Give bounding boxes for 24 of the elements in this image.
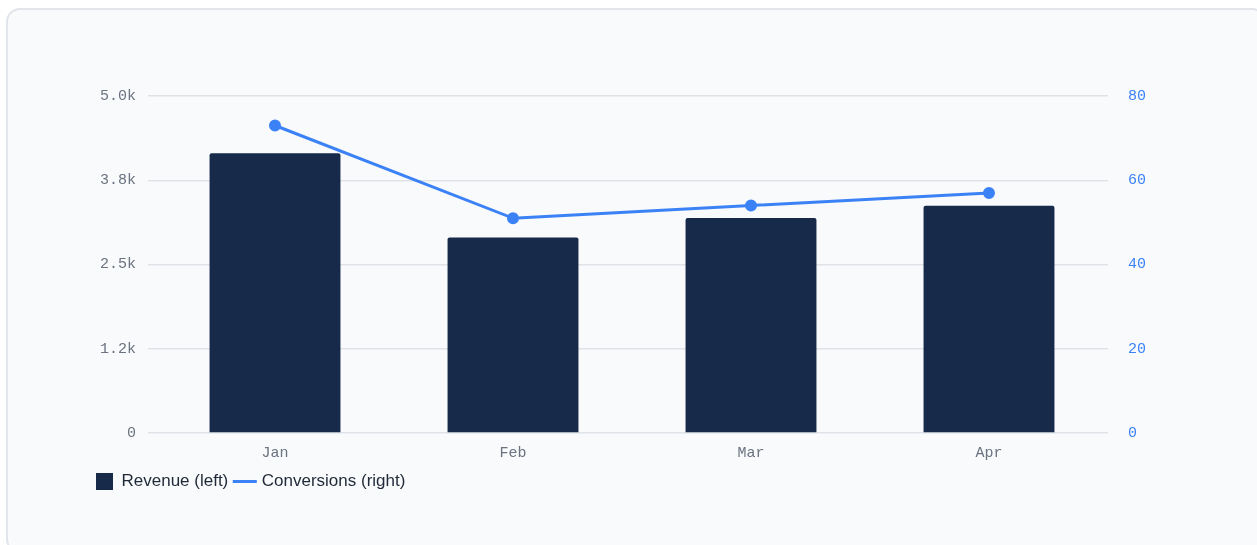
y-tick-label: 5.0k: [99, 87, 137, 105]
point: [745, 199, 757, 212]
bar: [685, 217, 817, 433]
point: [507, 212, 519, 225]
y-tick-label: 2.5k: [99, 256, 137, 274]
bar: [447, 237, 579, 433]
y2-tick-label: 0: [1128, 424, 1138, 442]
point: [983, 186, 995, 199]
y-tick-label: 3.8k: [99, 172, 137, 190]
point: [269, 119, 282, 132]
y-tick-label: 0: [126, 424, 137, 442]
x-tick-label: Mar: [737, 444, 765, 462]
x-tick-label: Feb: [499, 444, 527, 462]
bar: [923, 205, 1055, 433]
x-tick-label: Apr: [975, 444, 1003, 462]
legend-label: Conversions (right): [261, 471, 406, 491]
y2-tick-label: 20: [1128, 340, 1147, 358]
y2-tick-label: 60: [1128, 172, 1147, 190]
y2-tick-label: 80: [1128, 87, 1147, 105]
bar: [209, 153, 341, 433]
legend-label: Revenue (left): [121, 471, 229, 491]
y-tick-label: 1.2k: [99, 340, 137, 358]
y2-tick-label: 40: [1128, 256, 1147, 274]
x-tick-label: Jan: [261, 444, 289, 462]
